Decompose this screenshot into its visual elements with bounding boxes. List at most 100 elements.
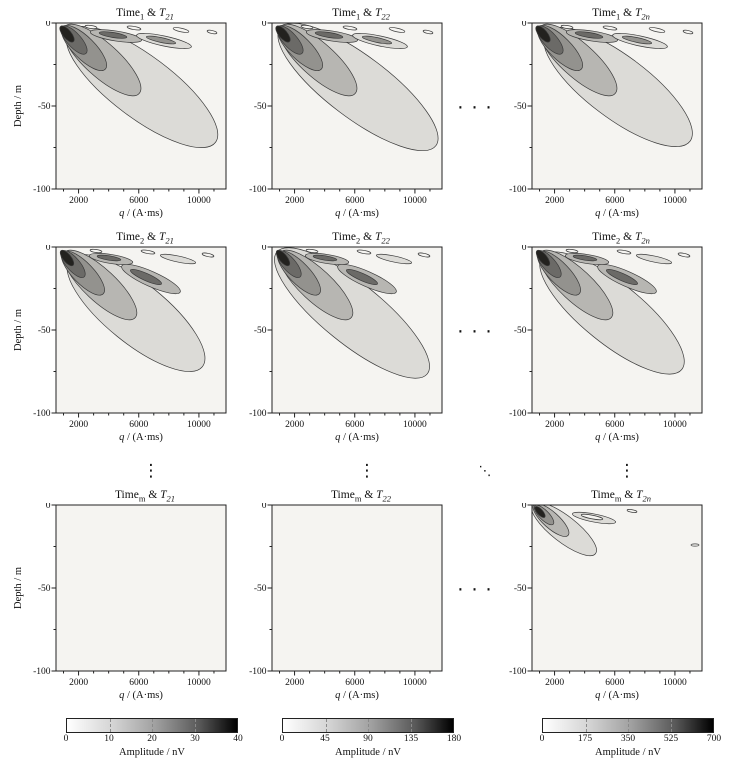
panel-title: Time2 & T21 bbox=[10, 230, 234, 245]
panel-row-2: Time2 & T21 2000 6000 10000 0 -50 -100 q / (A·m… bbox=[10, 230, 740, 450]
colorbar: 0 10 20 30 40 Amplitude / nV bbox=[64, 718, 243, 758]
colorbar-tick-label: 10 bbox=[104, 734, 114, 744]
colorbar-tick-labels: 0 10 20 30 40 bbox=[64, 733, 243, 746]
colorbar-tick-label: 45 bbox=[320, 734, 330, 744]
contour-panel: Timem & T2n 2000 6000 10000 0 -50 -100 q / (A·m… bbox=[500, 488, 710, 708]
x-axis-label: q / (A·ms) bbox=[595, 432, 639, 443]
colorbar-title: Amplitude / nV bbox=[66, 747, 238, 758]
contour-shapes bbox=[532, 505, 700, 557]
x-tick-label: 10000 bbox=[663, 678, 687, 688]
y-tick-label: -100 bbox=[249, 185, 267, 195]
title-joiner: & bbox=[361, 489, 377, 501]
colorbar-dash-line bbox=[585, 719, 587, 732]
title-time-sub: 1 bbox=[616, 11, 621, 22]
y-tick-label: -100 bbox=[509, 667, 527, 677]
contour-plot: 2000 6000 10000 0 -50 -100 q / (A·ms) Depth / m bbox=[13, 19, 227, 219]
x-axis-label: q / (A·ms) bbox=[335, 208, 379, 219]
y-tick-label: -50 bbox=[514, 584, 527, 594]
y-axis-label: Depth / m bbox=[13, 567, 24, 609]
contour-shapes bbox=[274, 247, 431, 379]
title-t2-sub: 22 bbox=[381, 235, 390, 246]
horizontal-ellipsis-dots: · · · bbox=[457, 97, 493, 119]
x-tick-label: 2000 bbox=[545, 196, 564, 206]
diagonal-ellipsis-cell: ⋱ bbox=[460, 464, 510, 479]
colorbar-dash-line bbox=[325, 719, 327, 732]
y-tick-label: -50 bbox=[254, 326, 267, 336]
y-tick-label: 0 bbox=[262, 21, 267, 29]
title-t2-sub: 21 bbox=[166, 493, 176, 504]
vertical-ellipsis-dots: ⋮ bbox=[142, 460, 160, 481]
colorbar: 0 175 350 525 700 Amplitude / nV bbox=[539, 718, 722, 758]
title-t2: T bbox=[376, 489, 383, 501]
x-tick-label: 6000 bbox=[129, 678, 148, 688]
y-axis-label: Depth / m bbox=[13, 309, 24, 351]
title-joiner: & bbox=[621, 489, 637, 501]
title-t2-sub: 21 bbox=[165, 11, 174, 22]
contour-shapes bbox=[275, 23, 439, 152]
colorbar-cell: 0 10 20 30 40 Amplitude / nV bbox=[20, 718, 244, 758]
vertical-ellipsis-row: ⋮ ⋮ ⋱ ⋮ bbox=[10, 454, 740, 488]
panel-title: Time1 & T2n bbox=[500, 6, 710, 21]
x-axis-label: q / (A·ms) bbox=[335, 690, 379, 701]
title-t2-sub: 2n bbox=[642, 493, 652, 504]
x-tick-label: 6000 bbox=[129, 420, 148, 430]
colorbar-title: Amplitude / nV bbox=[282, 747, 454, 758]
colorbar-tick-labels: 0 175 350 525 700 bbox=[539, 733, 722, 746]
vertical-ellipsis: ⋮ bbox=[282, 460, 452, 481]
contour-plot: 2000 6000 10000 0 -50 -100 q / (A·ms) Depth / m bbox=[13, 243, 227, 443]
title-joiner: & bbox=[144, 7, 159, 19]
contour-panel: Timem & T21 2000 6000 10000 0 -50 -100 q / (A·m… bbox=[10, 488, 234, 708]
colorbar-dash-line bbox=[670, 719, 672, 732]
x-tick-label: 6000 bbox=[345, 678, 364, 688]
title-t2: T bbox=[636, 489, 643, 501]
x-tick-label: 10000 bbox=[663, 420, 687, 430]
x-tick-label: 10000 bbox=[187, 196, 211, 206]
colorbar-cell: 0 175 350 525 700 Amplitude / nV bbox=[510, 718, 722, 758]
y-tick-label: -100 bbox=[33, 185, 51, 195]
y-tick-label: -50 bbox=[38, 102, 51, 112]
x-tick-label: 6000 bbox=[605, 678, 624, 688]
vertical-ellipsis-cell: ⋮ bbox=[20, 460, 244, 481]
contour-plot: 2000 6000 10000 0 -50 -100 q / (A·ms) bbox=[249, 19, 443, 219]
y-tick-label: -100 bbox=[33, 409, 51, 419]
contour-panel: Time2 & T2n 2000 6000 10000 0 -50 -100 q / (A·m… bbox=[500, 230, 710, 450]
title-time: Time bbox=[116, 231, 140, 243]
vertical-ellipsis-dots: ⋮ bbox=[618, 460, 636, 481]
x-tick-label: 10000 bbox=[403, 196, 427, 206]
contour-shapes bbox=[535, 23, 694, 147]
title-joiner: & bbox=[620, 231, 635, 243]
horizontal-ellipsis-dots: · · · bbox=[457, 579, 493, 601]
y-tick-label: -50 bbox=[38, 584, 51, 594]
title-joiner: & bbox=[360, 231, 375, 243]
panel-title: Timem & T22 bbox=[240, 488, 450, 503]
y-tick-label: -50 bbox=[38, 326, 51, 336]
panel-title: Timem & T2n bbox=[500, 488, 710, 503]
vertical-ellipsis-dots: ⋮ bbox=[358, 460, 376, 481]
x-axis-label: q / (A·ms) bbox=[119, 690, 163, 701]
horizontal-ellipsis: · · · bbox=[450, 488, 500, 708]
horizontal-ellipsis: · · · bbox=[450, 230, 500, 450]
colorbar-dash-line bbox=[152, 719, 153, 732]
title-joiner: & bbox=[360, 7, 375, 19]
colorbar-title-text: Amplitude / nV bbox=[119, 747, 185, 758]
x-tick-label: 2000 bbox=[69, 420, 88, 430]
x-tick-label: 6000 bbox=[605, 196, 624, 206]
x-tick-label: 6000 bbox=[129, 196, 148, 206]
contour-plot: 2000 6000 10000 0 -50 -100 q / (A·ms) bbox=[249, 501, 443, 701]
panel-title: Time1 & T21 bbox=[10, 6, 234, 21]
colorbar-tick-label: 0 bbox=[539, 734, 545, 744]
title-t2-sub: 22 bbox=[381, 11, 390, 22]
title-time-sub: 2 bbox=[616, 235, 621, 246]
title-time: Time bbox=[116, 7, 140, 19]
colorbar-tick-labels: 0 45 90 135 180 bbox=[280, 733, 462, 746]
horizontal-ellipsis: · · · bbox=[450, 6, 500, 226]
y-tick-label: -100 bbox=[509, 185, 527, 195]
contour-shapes bbox=[59, 23, 219, 149]
colorbar-gradient bbox=[66, 718, 238, 733]
x-tick-label: 2000 bbox=[69, 678, 88, 688]
y-axis-label: Depth / m bbox=[13, 85, 24, 127]
colorbar-row: 0 10 20 30 40 Amplitude / nV 0 45 90 135 180 Amplit… bbox=[10, 718, 740, 758]
colorbar-tick-label: 90 bbox=[363, 734, 373, 744]
title-joiner: & bbox=[144, 231, 159, 243]
title-time-sub: 1 bbox=[140, 11, 145, 22]
